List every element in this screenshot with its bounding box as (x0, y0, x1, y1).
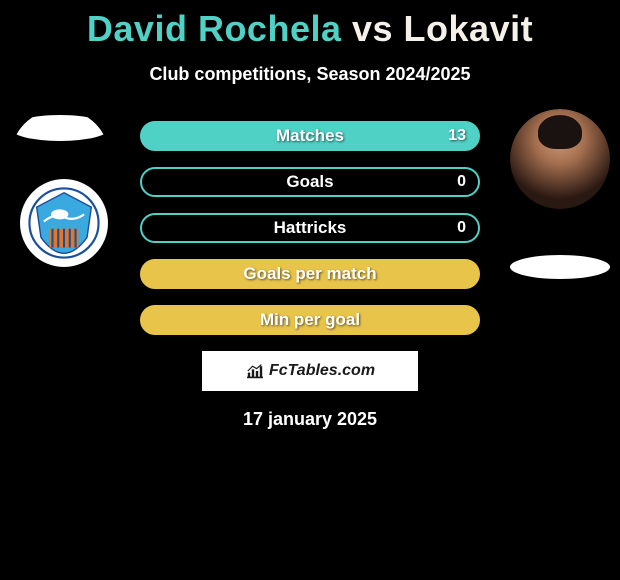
stat-bars: Matches 13 Goals 0 Hattricks 0 Goals per match… (140, 121, 480, 335)
title-player-right: Lokavit (404, 8, 534, 49)
stat-bar: Goals per match (140, 259, 480, 289)
subtitle: Club competitions, Season 2024/2025 (0, 64, 620, 85)
attribution-text: FcTables.com (269, 362, 375, 380)
chart-icon (245, 363, 265, 379)
stat-bar-label: Min per goal (260, 310, 360, 330)
date-line: 17 january 2025 (0, 409, 620, 430)
stat-bar: Min per goal (140, 305, 480, 335)
title-player-left: David Rochela (87, 8, 342, 49)
club-crest-icon (28, 187, 100, 259)
stats-area: Matches 13 Goals 0 Hattricks 0 Goals per match… (0, 121, 620, 335)
stat-bar-value: 0 (457, 219, 466, 237)
title-vs: vs (342, 8, 404, 49)
stat-bar-value: 0 (457, 173, 466, 191)
club-badge-left (20, 179, 108, 267)
stat-bar-label: Goals (286, 172, 333, 192)
stat-bar-value: 13 (448, 127, 466, 145)
stat-bar: Matches 13 (140, 121, 480, 151)
avatar-left-placeholder (10, 115, 110, 141)
page-title: David Rochela vs Lokavit (0, 0, 620, 50)
stat-bar-label: Hattricks (274, 218, 347, 238)
stat-bar: Hattricks 0 (140, 213, 480, 243)
stat-bar-label: Matches (276, 126, 344, 146)
avatar-right (510, 109, 610, 209)
stat-bar: Goals 0 (140, 167, 480, 197)
attribution-badge: FcTables.com (202, 351, 418, 391)
stat-bar-label: Goals per match (243, 264, 376, 284)
avatar-right-photo (510, 109, 610, 209)
club-badge-right-placeholder (510, 255, 610, 279)
